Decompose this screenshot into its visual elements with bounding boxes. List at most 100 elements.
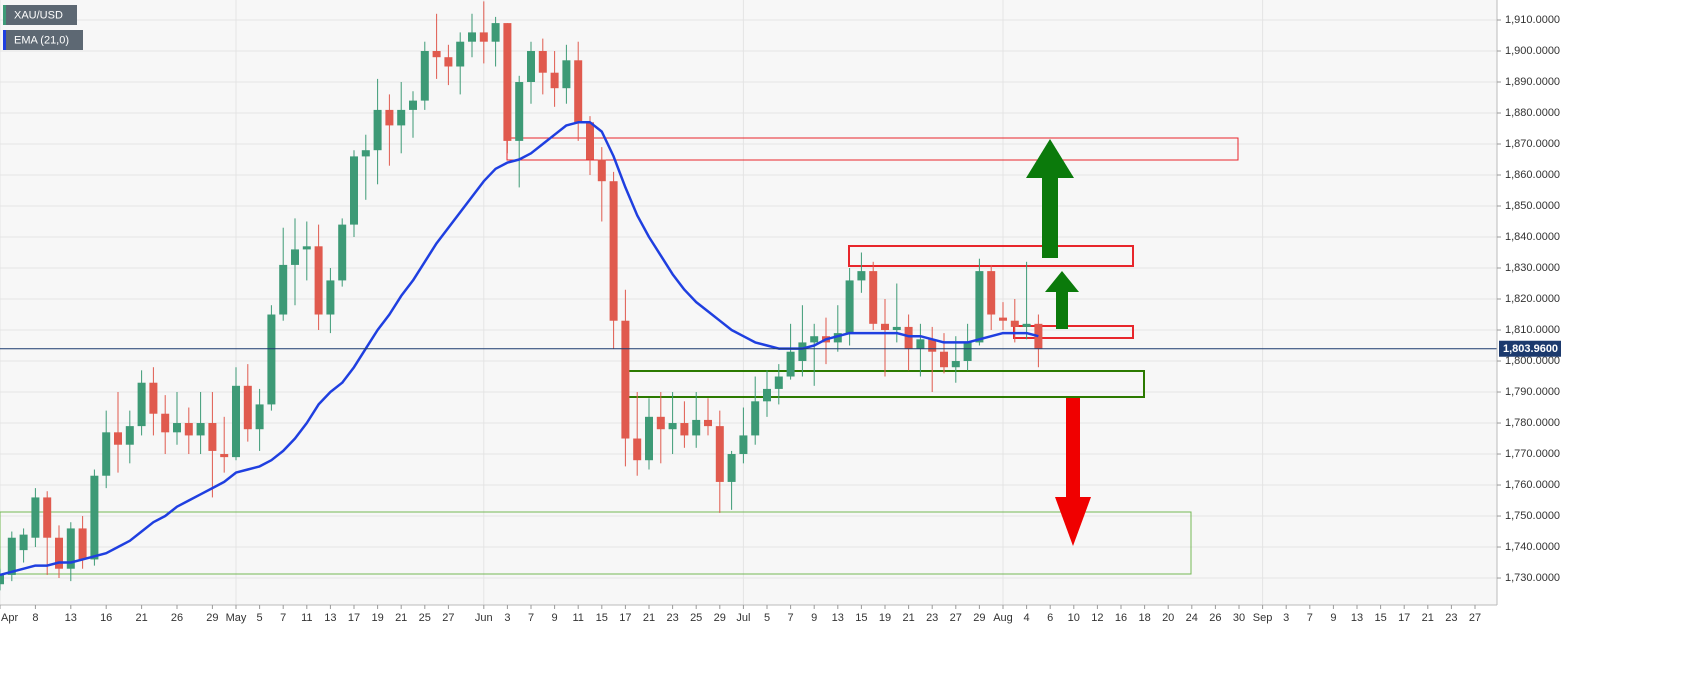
last-price-label: 1,803.9600 [1503, 343, 1558, 355]
candle-body [1010, 320, 1019, 327]
candle-body [444, 57, 453, 67]
y-tick-label: 1,740.0000 [1505, 541, 1560, 553]
candle-body [373, 109, 382, 151]
x-tick-label: 17 [1398, 612, 1410, 624]
candle-body [680, 423, 689, 436]
x-tick-label: 26 [1209, 612, 1221, 624]
y-tick-label: 1,910.0000 [1505, 14, 1560, 26]
candle-body [43, 497, 52, 538]
x-tick-label: 15 [596, 612, 608, 624]
candle-body [255, 404, 264, 430]
candle-body [987, 271, 996, 315]
x-tick-label: 7 [528, 612, 534, 624]
x-tick-label: 10 [1068, 612, 1080, 624]
candle-body [432, 50, 441, 58]
candle-body [420, 50, 429, 101]
candle-body [350, 156, 358, 225]
x-tick-label: 21 [643, 612, 655, 624]
plot-background [0, 0, 1497, 605]
x-tick-label: 9 [1330, 612, 1336, 624]
candle-body [279, 264, 288, 315]
candle-body [102, 432, 111, 476]
candle-body [220, 454, 229, 458]
candle-body [798, 342, 807, 362]
x-tick-label: 25 [419, 612, 431, 624]
candle-body [928, 339, 937, 352]
candle-body [810, 336, 819, 343]
candle-body [692, 419, 701, 436]
x-tick-label: 12 [1091, 612, 1103, 624]
x-tick-label: 16 [1115, 612, 1127, 624]
x-tick-label: 19 [879, 612, 891, 624]
candle-body [491, 23, 500, 42]
ema-line [0, 121, 1039, 577]
candle-body [633, 438, 642, 461]
x-tick-label: 27 [442, 612, 454, 624]
x-tick-label: 7 [1307, 612, 1313, 624]
legend-box [3, 30, 83, 50]
x-tick-label: 9 [552, 612, 558, 624]
candle-body [704, 419, 712, 427]
candle-body [314, 246, 323, 315]
x-tick-label: 11 [572, 612, 583, 624]
y-tick-label: 1,750.0000 [1505, 510, 1560, 522]
candle-body [456, 41, 465, 67]
y-tick-label: 1,830.0000 [1505, 262, 1560, 274]
x-tick-label: 11 [301, 612, 312, 624]
x-tick-label: 5 [764, 612, 770, 624]
candle-body [125, 426, 134, 445]
candle-body [904, 326, 913, 349]
candle-body [78, 528, 87, 560]
candle-body [66, 528, 75, 569]
arrow-down [1066, 398, 1080, 498]
candle-body [149, 382, 158, 414]
x-tick-label: 3 [504, 612, 510, 624]
candle-body [137, 382, 146, 427]
plot [0, 1, 1497, 591]
legend-swatch [3, 30, 6, 50]
candle-body [267, 314, 276, 405]
candle-body [621, 320, 630, 439]
candle-body [727, 454, 736, 482]
y-tick-label: 1,900.0000 [1505, 45, 1560, 57]
candle-body [656, 416, 665, 430]
candle-body [114, 432, 122, 445]
x-tick-label: 17 [619, 612, 631, 624]
x-tick-label: Aug [993, 612, 1013, 624]
candle-body [184, 423, 193, 436]
x-tick-label: 21 [395, 612, 407, 624]
candle-body [550, 72, 559, 89]
y-tick-label: 1,790.0000 [1505, 386, 1560, 398]
candle-body [291, 249, 299, 265]
candle-body [361, 150, 370, 157]
x-tick-label: Apr [1, 612, 18, 624]
x-tick-label: 21 [902, 612, 914, 624]
candle-body [243, 385, 252, 430]
candle-body [338, 224, 347, 281]
candle-body [503, 23, 512, 141]
legend: XAU/USD EMA (21,0) [3, 5, 83, 50]
arrow-up [1056, 291, 1068, 329]
x-tick-label: Jun [475, 612, 493, 624]
candle-body [609, 181, 618, 321]
x-tick-label: Jul [736, 612, 750, 624]
candle-body [833, 333, 842, 343]
x-tick-label: 29 [714, 612, 726, 624]
candle-body [173, 423, 181, 433]
candle-body [527, 50, 535, 82]
candle-body [916, 339, 925, 349]
legend-label: XAU/USD [14, 9, 63, 21]
x-tick-label: 23 [926, 612, 938, 624]
candle-body [562, 60, 571, 89]
x-tick-label: 5 [257, 612, 263, 624]
x-tick-label: 8 [32, 612, 38, 624]
candle-body [7, 537, 16, 575]
x-tick-label: 18 [1138, 612, 1150, 624]
x-tick-label: 6 [1047, 612, 1053, 624]
axes: 1,730.0000 1,740.0000 1,750.0000 1,760.0000… [0, 14, 1561, 624]
x-tick-label: 23 [666, 612, 678, 624]
x-tick-label: 13 [324, 612, 336, 624]
legend-box [3, 5, 77, 25]
x-tick-label: 17 [348, 612, 360, 624]
candle-body [940, 351, 948, 368]
